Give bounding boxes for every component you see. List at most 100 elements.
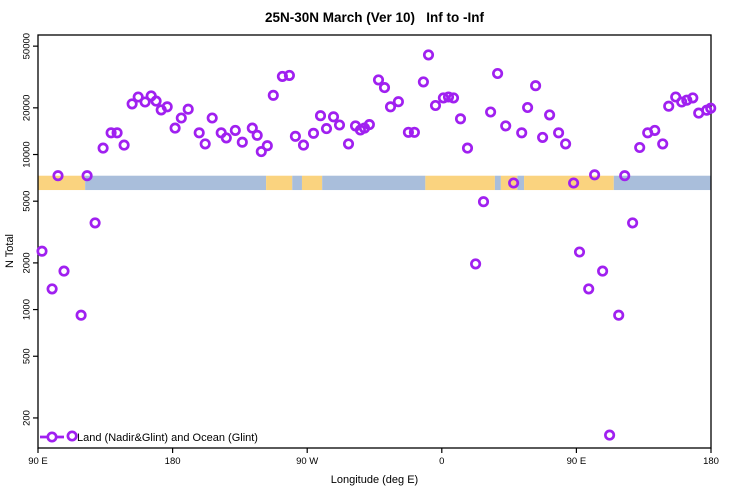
data-point (583, 283, 595, 295)
ocean-band-segment (322, 175, 426, 191)
data-point (442, 91, 455, 103)
ocean-band-segment (292, 175, 302, 191)
data-point (46, 283, 58, 295)
data-point (297, 139, 310, 151)
x-tick-label: 180 (703, 456, 719, 467)
data-point (139, 96, 151, 108)
chart-title: 25N-30N March (Ver 10) Inf to -Inf (264, 10, 485, 25)
y-tick-label: 1000 (22, 299, 33, 320)
data-point (447, 92, 460, 104)
land-band-segment (425, 175, 495, 191)
ocean-band-segment (517, 175, 525, 191)
data-point (627, 217, 639, 229)
data-point (220, 132, 232, 144)
data-point (408, 126, 420, 138)
data-point (553, 127, 565, 139)
data-point (52, 170, 64, 182)
data-point (516, 127, 528, 139)
data-point (492, 67, 504, 80)
data-point (283, 69, 295, 81)
y-tick-label: 2000 (22, 252, 33, 273)
data-point (604, 429, 616, 441)
data-point (175, 112, 187, 124)
ocean-band-segment (613, 175, 711, 191)
data-point (229, 124, 241, 136)
x-axis-title: Longitude (deg E) (330, 474, 419, 486)
data-point (589, 169, 601, 181)
data-point (66, 430, 78, 442)
data-point (97, 142, 109, 154)
data-point (437, 92, 449, 104)
data-point (199, 138, 211, 150)
data-point (150, 95, 162, 107)
legend-marker-circle (46, 431, 58, 443)
data-point (363, 119, 375, 131)
data-point (261, 140, 273, 152)
data-point (470, 258, 482, 270)
land-band-segment (38, 175, 86, 191)
data-point (568, 177, 580, 189)
data-point (193, 127, 205, 139)
data-point (522, 101, 534, 114)
data-point (687, 92, 699, 104)
data-point (649, 124, 661, 136)
data-point (597, 265, 609, 277)
ocean-band-segment (494, 175, 501, 191)
data-point (619, 170, 631, 182)
data-point (333, 119, 346, 131)
data-point (573, 246, 586, 258)
data-point (634, 141, 646, 154)
data-point (544, 109, 556, 121)
data-point (327, 111, 340, 123)
data-point (530, 80, 542, 92)
data-point (58, 265, 70, 277)
y-tick-label: 50000 (22, 33, 33, 59)
data-point (461, 142, 474, 154)
data-point (314, 110, 327, 122)
plot-border (37, 34, 712, 449)
x-tick-label: 0 (439, 456, 444, 467)
land-band-segment (266, 175, 293, 191)
data-point (132, 91, 144, 103)
y-tick-label: 20000 (22, 95, 33, 121)
data-point (169, 122, 181, 134)
data-point (705, 102, 717, 114)
data-point (681, 94, 693, 106)
data-point (267, 89, 279, 101)
ocean-band-segment (85, 175, 267, 191)
data-point (378, 82, 391, 94)
data-point (560, 138, 572, 150)
data-point (182, 103, 194, 115)
data-point (236, 136, 248, 148)
data-point (422, 49, 435, 61)
y-tick-label: 200 (22, 410, 33, 426)
data-point (384, 101, 397, 113)
data-point (89, 217, 101, 229)
data-point (342, 138, 355, 150)
data-point (161, 101, 173, 113)
y-axis-title: N Total (4, 233, 16, 269)
data-point (402, 126, 414, 138)
data-point (206, 112, 218, 124)
data-point (81, 170, 93, 182)
y-tick-label: 10000 (22, 141, 33, 167)
data-point (246, 122, 258, 134)
data-point (36, 245, 48, 257)
data-point (477, 196, 490, 208)
data-point (613, 309, 625, 321)
data-point (485, 106, 497, 118)
data-point (508, 177, 520, 189)
data-point (392, 96, 404, 108)
data-point (105, 127, 117, 139)
data-point (372, 74, 385, 86)
data-point (417, 76, 429, 88)
legend-label: Land (Nadir&Glint) and Ocean (Glint) (77, 432, 258, 444)
data-point (657, 138, 669, 150)
data-point (663, 100, 675, 112)
data-point (676, 96, 688, 108)
land-band-segment (301, 175, 323, 191)
data-point (454, 113, 467, 125)
y-tick-label: 500 (22, 348, 33, 364)
